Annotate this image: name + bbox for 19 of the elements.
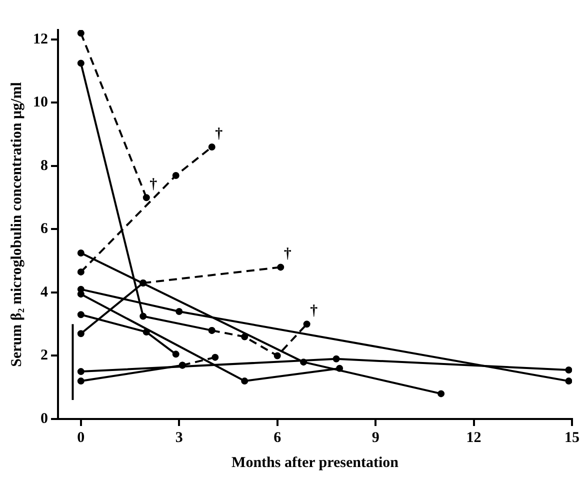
y-tick-label: 8 [40,158,48,174]
annotation: † [150,176,158,192]
y-axis-title: Serum β₂ microglobulin concentration μg/ml [8,82,25,367]
y-tick-label: 0 [40,410,48,427]
x-axis-title: Months after presentation [232,454,400,471]
annotation: † [284,246,292,262]
y-tick-label: 4 [40,284,48,300]
y-tick-label: 2 [40,348,48,364]
y-tick-label: 10 [33,94,48,111]
x-tick-label: 0 [77,430,85,446]
annotation: † [310,302,318,319]
y-tick-label: 6 [40,221,48,238]
x-tick-label: 12 [466,430,482,446]
x-tick-label: 9 [372,430,380,446]
x-tick-label: 6 [274,430,282,446]
annotation: † [215,126,224,142]
x-tick-label: 3 [175,430,183,446]
y-tick-label: 12 [33,31,48,48]
x-tick-label: 15 [564,430,580,446]
